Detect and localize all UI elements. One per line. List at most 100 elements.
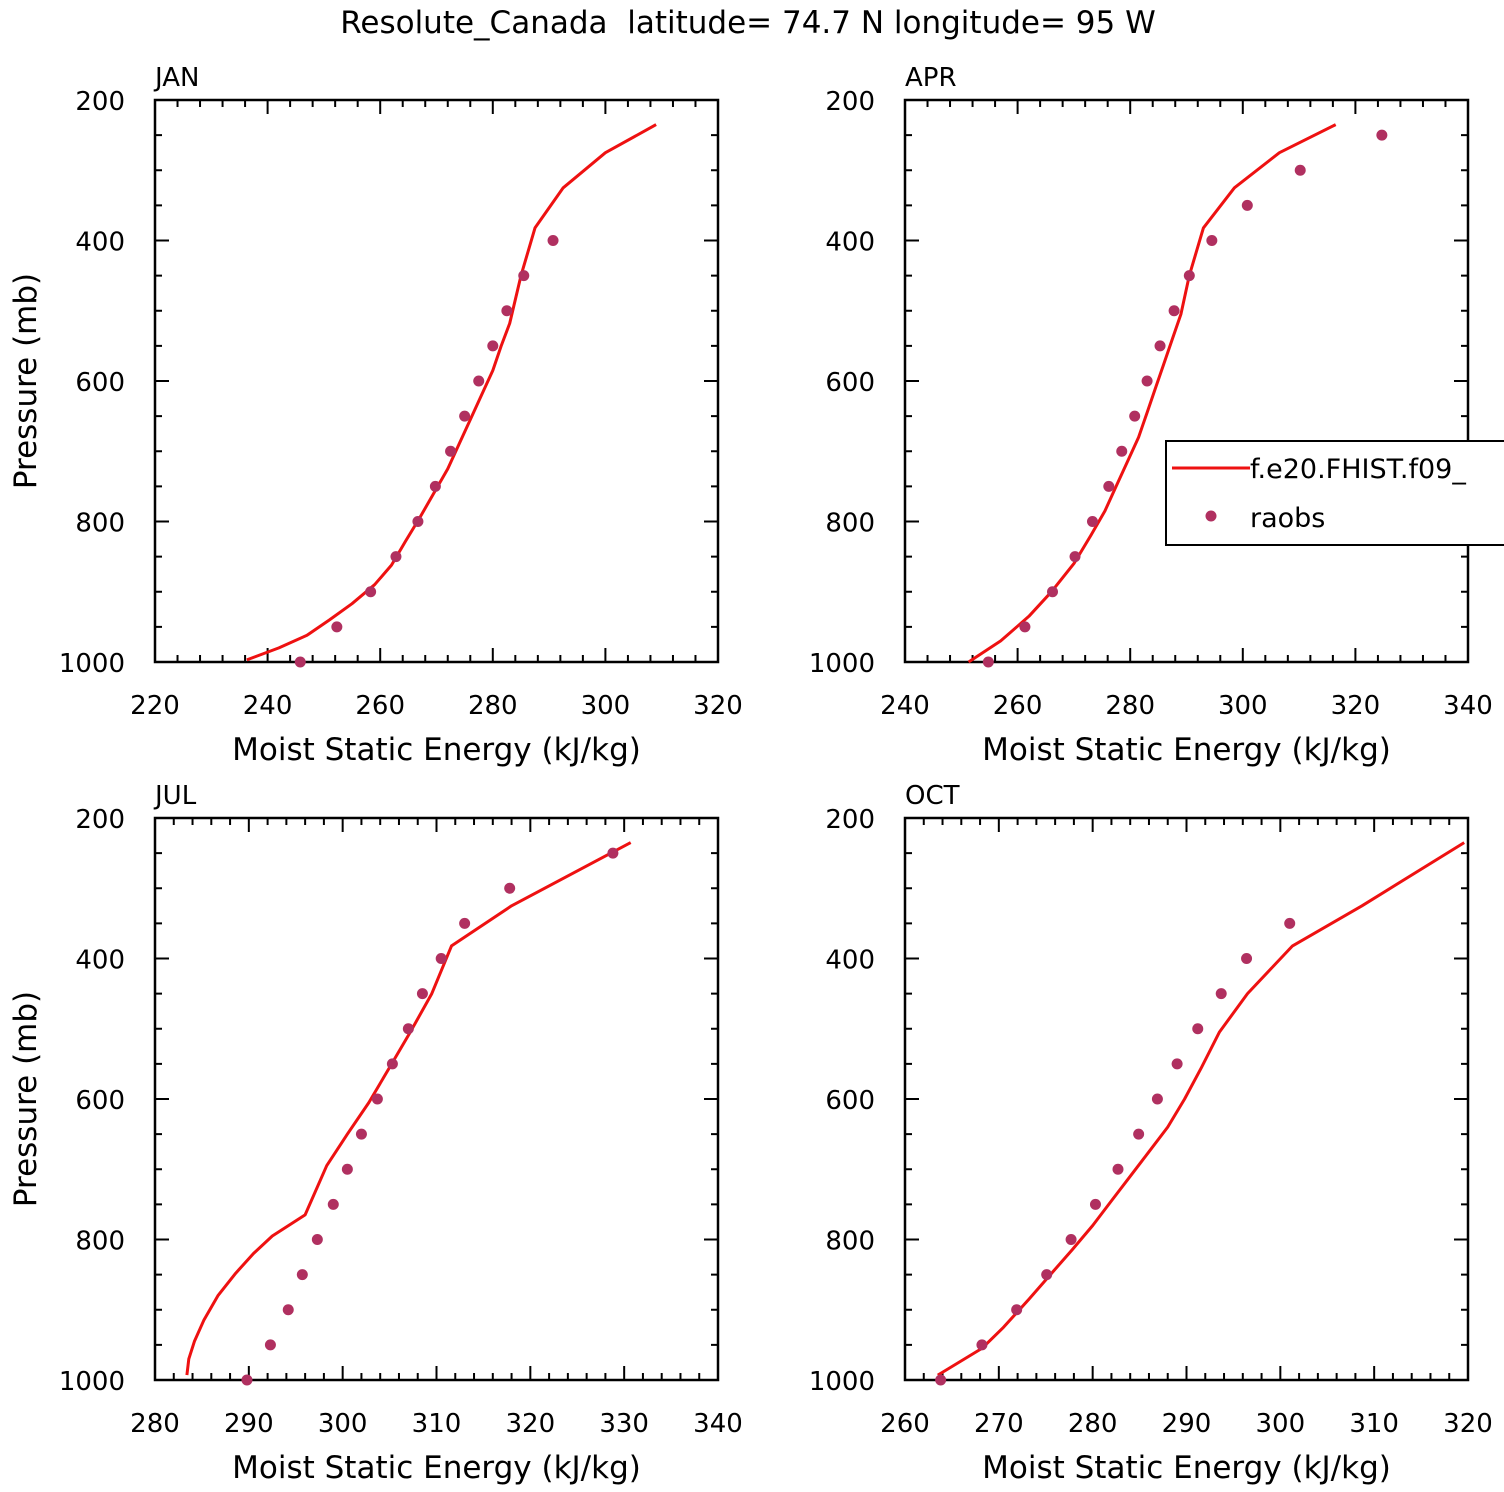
panel-oct: 260 270 280 290 300 310 320 200 400 600 800 1000 OCT… <box>809 781 1493 1486</box>
raobs-point <box>501 305 513 317</box>
raobs-point <box>390 551 402 563</box>
x-tick-label: 320 <box>1443 1409 1493 1439</box>
raobs-point <box>445 445 457 457</box>
panel-jul: 280 290 300 310 320 330 340 200 400 600 800 1000 JUL… <box>8 781 743 1486</box>
x-tick-label: 280 <box>468 691 518 721</box>
x-tick-label: 220 <box>130 691 180 721</box>
raobs-point <box>412 516 424 527</box>
y-tick-label: 1000 <box>809 1367 875 1397</box>
raobs-point <box>504 882 516 894</box>
raobs-point <box>1376 129 1388 141</box>
raobs-point <box>371 1093 383 1105</box>
y-tick-label: 800 <box>75 1227 125 1257</box>
x-axis-label: Moist Static Energy (kJ/kg) <box>232 732 641 768</box>
raobs-point <box>402 1023 414 1035</box>
raobs-point <box>1019 621 1031 633</box>
x-tick-label: 320 <box>506 1409 556 1439</box>
legend-box <box>1165 440 1504 546</box>
raobs-point <box>282 1304 294 1316</box>
x-tick-label: 300 <box>1218 691 1268 721</box>
raobs-point <box>459 917 471 929</box>
y-tick-label: 200 <box>825 87 875 117</box>
y-tick-label: 800 <box>825 509 875 539</box>
raobs-point <box>365 586 377 598</box>
y-tick-label: 200 <box>825 805 875 835</box>
x-axis-label: Moist Static Energy (kJ/kg) <box>982 732 1391 768</box>
x-tick-label: 340 <box>693 1409 743 1439</box>
x-tick-label: 240 <box>243 691 293 721</box>
raobs-point <box>241 1374 253 1386</box>
x-tick-label: 270 <box>974 1409 1024 1439</box>
raobs-point <box>459 410 471 422</box>
raobs-point <box>1241 199 1253 211</box>
plot-frame <box>153 98 720 664</box>
legend-label-model: f.e20.FHIST.f09_ <box>1250 454 1466 485</box>
plot-frame <box>903 98 1470 664</box>
y-tick-label: 1000 <box>59 649 125 679</box>
x-tick-label: 340 <box>1443 691 1493 721</box>
raobs-point <box>1065 1234 1077 1245</box>
raobs-point <box>416 988 428 1000</box>
panel-label: APR <box>905 63 957 93</box>
y-tick-label: 600 <box>75 1086 125 1116</box>
plot-frame <box>153 816 720 1382</box>
raobs-point <box>1206 235 1218 246</box>
y-tick-label: 400 <box>825 946 875 976</box>
panel-apr: 240 260 280 300 320 340 200 400 600 800 1000 APR Moi… <box>809 63 1493 768</box>
raobs-point <box>518 270 530 282</box>
raobs-point <box>296 1269 308 1281</box>
raobs-point <box>607 847 619 859</box>
x-tick-label: 260 <box>355 691 405 721</box>
raobs-point <box>935 1374 947 1386</box>
y-tick-label: 400 <box>75 946 125 976</box>
y-tick-label: 1000 <box>809 649 875 679</box>
raobs-point <box>1168 305 1180 317</box>
raobs-point <box>327 1198 339 1210</box>
raobs-point <box>1192 1023 1204 1035</box>
raobs-point <box>1047 586 1059 598</box>
y-tick-label: 200 <box>75 87 125 117</box>
legend: f.e20.FHIST.f09_raobs <box>1165 440 1504 546</box>
x-axis-label: Moist Static Energy (kJ/kg) <box>982 1450 1391 1486</box>
raobs-point <box>331 621 343 633</box>
x-tick-label: 260 <box>880 1409 930 1439</box>
raobs-point <box>1041 1269 1053 1281</box>
raobs-point <box>1151 1093 1163 1105</box>
raobs-point <box>1069 551 1081 563</box>
model-line <box>246 123 657 662</box>
raobs-point <box>1215 988 1227 1000</box>
raobs-point <box>1133 1128 1145 1140</box>
raobs-point <box>386 1058 398 1070</box>
raobs-point <box>473 375 485 387</box>
x-tick-label: 290 <box>1162 1409 1212 1439</box>
y-tick-label: 800 <box>825 1227 875 1257</box>
y-tick-label: 800 <box>75 509 125 539</box>
y-tick-label: 600 <box>75 368 125 398</box>
raobs-point <box>1112 1163 1124 1175</box>
x-tick-label: 290 <box>224 1409 274 1439</box>
model-line <box>967 123 1337 664</box>
raobs-point <box>547 235 559 246</box>
plot-frame <box>903 816 1470 1382</box>
raobs-point <box>1086 516 1098 527</box>
panel-jan: 220 240 260 280 300 320 200 400 600 800 1000 JAN Moi… <box>8 63 743 768</box>
raobs-point <box>1183 270 1195 282</box>
raobs-point <box>311 1234 323 1245</box>
raobs-point <box>1241 953 1253 964</box>
y-axis-label: Pressure (mb) <box>8 273 44 489</box>
raobs-point <box>1116 445 1128 457</box>
raobs-point <box>1294 164 1306 176</box>
raobs-point <box>435 953 447 964</box>
raobs-point <box>487 340 499 352</box>
x-tick-label: 320 <box>693 691 743 721</box>
panel-label: JAN <box>153 63 199 93</box>
raobs-point <box>1129 410 1141 422</box>
y-tick-label: 600 <box>825 1086 875 1116</box>
raobs-point <box>1154 340 1166 352</box>
x-tick-label: 280 <box>1068 1409 1118 1439</box>
x-tick-label: 320 <box>1331 691 1381 721</box>
y-tick-label: 1000 <box>59 1367 125 1397</box>
raobs-point <box>1284 917 1296 929</box>
raobs-point <box>1171 1058 1183 1070</box>
